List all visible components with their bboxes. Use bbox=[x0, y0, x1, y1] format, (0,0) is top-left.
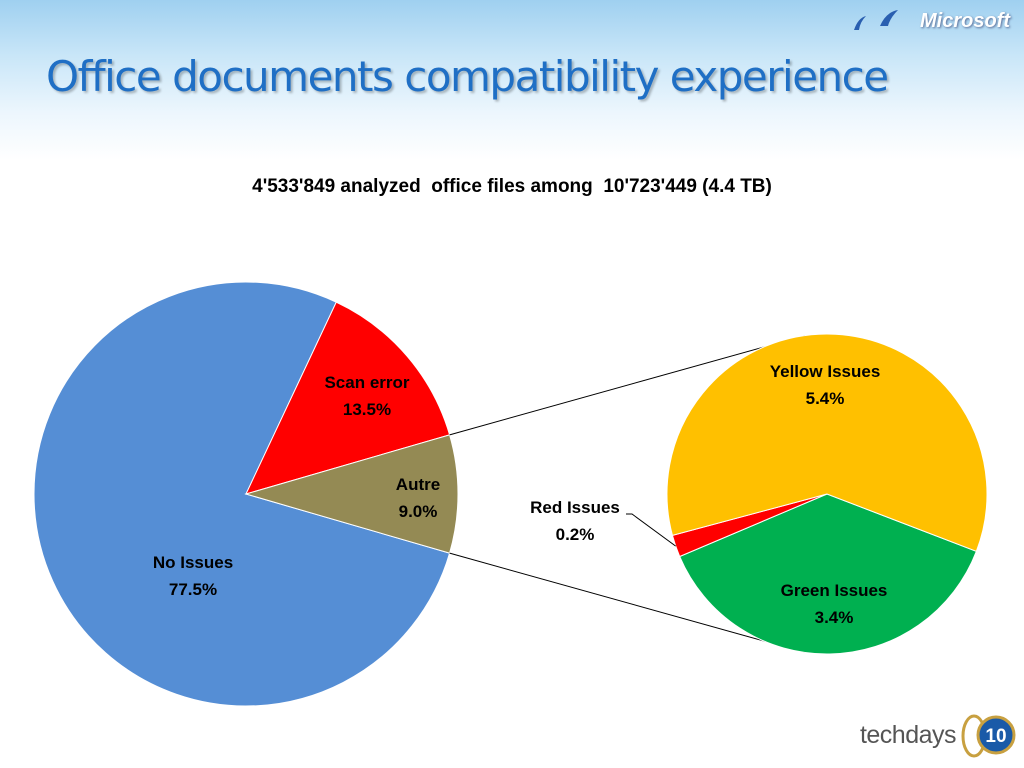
connector-lines bbox=[449, 335, 805, 653]
techdays-10-badge-icon: 10 bbox=[958, 710, 1016, 760]
label-scan-error-percent: 13.5% bbox=[343, 400, 391, 419]
main-pie-slice-scan-error bbox=[245, 301, 451, 495]
detail-pie bbox=[666, 333, 988, 655]
label-scan-error-name: Scan error bbox=[324, 373, 409, 392]
label-yellow-issues-name: Yellow Issues bbox=[770, 362, 881, 381]
detail-pie-slice-yellow-issues bbox=[666, 333, 988, 552]
chart-subtitle: 4'533'849 analyzed office files among 10… bbox=[252, 176, 772, 197]
flying-birds-icon bbox=[854, 10, 898, 30]
label-red-issues-percent: 0.2% bbox=[556, 525, 595, 544]
label-autre-name: Autre bbox=[396, 475, 440, 494]
brand-logo: Microsoft bbox=[850, 8, 1010, 34]
detail-pie-slice-green-issues bbox=[679, 493, 978, 655]
brand-name: Microsoft bbox=[920, 9, 1010, 32]
techdays-wordmark: techdays bbox=[859, 720, 957, 749]
header-band bbox=[0, 0, 1024, 160]
main-pie-slice-no-issues bbox=[33, 281, 451, 707]
slice-labels: No Issues 77.5% Scan error 13.5% Autre 9.0% Ye… bbox=[153, 362, 888, 627]
main-pie-slice-autre bbox=[244, 434, 459, 554]
label-autre-percent: 9.0% bbox=[399, 502, 438, 521]
main-pie bbox=[33, 281, 459, 707]
label-red-issues-name: Red Issues bbox=[530, 498, 620, 517]
connector-line-bottom bbox=[449, 552, 805, 653]
techdays-logo: techdays 10 bbox=[860, 710, 1016, 760]
red-issues-leader-line bbox=[626, 513, 676, 547]
event-number: 10 bbox=[985, 726, 1006, 747]
label-no-issues-percent: 77.5% bbox=[169, 580, 217, 599]
label-green-issues-name: Green Issues bbox=[781, 581, 888, 600]
slide-title: Office documents compatibility experienc… bbox=[46, 52, 889, 101]
label-no-issues-name: No Issues bbox=[153, 553, 233, 572]
label-green-issues-percent: 3.4% bbox=[815, 608, 854, 627]
connector-line-top bbox=[449, 335, 805, 436]
label-yellow-issues-percent: 5.4% bbox=[806, 389, 845, 408]
